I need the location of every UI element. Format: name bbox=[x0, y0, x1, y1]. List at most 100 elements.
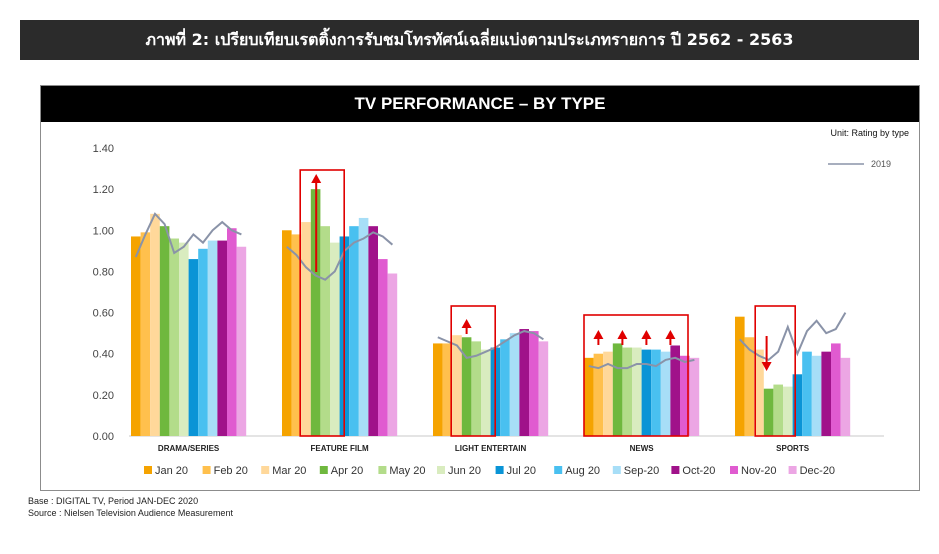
bar bbox=[481, 349, 491, 436]
bar bbox=[593, 353, 604, 436]
bar bbox=[291, 234, 302, 436]
highlight-box bbox=[450, 305, 497, 437]
legend-label: Jan 20 bbox=[155, 465, 188, 477]
bar bbox=[433, 343, 443, 436]
legend-label-2019: 2019 bbox=[871, 159, 891, 169]
bar bbox=[821, 351, 831, 436]
bar bbox=[140, 232, 151, 436]
bar bbox=[282, 230, 292, 436]
legend-swatch bbox=[202, 466, 211, 474]
bar bbox=[670, 345, 680, 436]
y-tick-label: 0.40 bbox=[93, 349, 114, 361]
bar bbox=[680, 355, 690, 436]
bar bbox=[349, 226, 359, 436]
trend-down-arrow-head bbox=[761, 362, 772, 371]
footer-source: Source : Nielsen Television Audience Mea… bbox=[28, 508, 233, 518]
y-tick-label: 1.40 bbox=[93, 143, 114, 155]
legend-label: Jun 20 bbox=[448, 465, 481, 477]
legend-label: May 20 bbox=[389, 465, 425, 477]
legend-label: Oct-20 bbox=[682, 465, 715, 477]
y-tick-label: 0.00 bbox=[93, 431, 114, 443]
bar bbox=[500, 339, 510, 436]
bar bbox=[330, 242, 340, 436]
y-tick-label: 0.20 bbox=[93, 390, 114, 402]
bar bbox=[169, 238, 179, 436]
bar bbox=[452, 335, 462, 436]
bar bbox=[227, 228, 237, 436]
highlight-box bbox=[299, 169, 346, 437]
legend-swatch bbox=[437, 466, 445, 474]
y-tick-label: 1.20 bbox=[93, 184, 114, 196]
y-tick-label: 0.80 bbox=[93, 266, 114, 278]
legend-swatch bbox=[261, 466, 270, 474]
category-label: DRAMA/SERIES bbox=[158, 444, 220, 453]
legend-label: Feb 20 bbox=[214, 465, 248, 477]
trend-up-arrow-head bbox=[617, 330, 628, 339]
chart: 0.00 0.20 0.40 0.60 0.80 1.00 1.20 1.40 Unit: Ra… bbox=[93, 128, 909, 477]
bar bbox=[831, 343, 841, 436]
bar bbox=[744, 337, 755, 436]
bar bbox=[236, 246, 247, 436]
bar bbox=[802, 351, 812, 436]
trend-up-arrow-head bbox=[593, 330, 604, 339]
bar bbox=[689, 357, 700, 436]
legend-swatch bbox=[671, 466, 680, 474]
trend-up-arrow-head bbox=[311, 174, 322, 183]
trend-up-arrow-head bbox=[461, 319, 472, 328]
bar bbox=[509, 333, 520, 436]
y-tick-label: 1.00 bbox=[93, 225, 114, 237]
legend-label: Dec-20 bbox=[800, 465, 835, 477]
legend-label: Apr 20 bbox=[331, 465, 363, 477]
legend-swatch bbox=[554, 466, 563, 474]
bar bbox=[159, 226, 170, 436]
bar bbox=[735, 316, 745, 436]
legend-swatch bbox=[319, 466, 328, 474]
banner-title: ภาพที่ 2: เปรียบเทียบเรตติ้งการรับชมโทรท… bbox=[20, 20, 919, 60]
bar bbox=[584, 357, 594, 436]
bar bbox=[783, 386, 793, 436]
series-line-2019 bbox=[588, 356, 695, 370]
category-label: NEWS bbox=[630, 444, 655, 453]
legend-label: Jul 20 bbox=[507, 465, 536, 477]
bar bbox=[368, 226, 378, 436]
bar bbox=[301, 222, 311, 436]
bar bbox=[442, 343, 453, 436]
legend-swatch bbox=[495, 466, 504, 474]
legend-swatch bbox=[788, 466, 797, 474]
bar bbox=[471, 341, 481, 436]
series-line-2019 bbox=[739, 312, 847, 362]
bar bbox=[529, 331, 539, 436]
bar bbox=[461, 337, 472, 436]
legend-swatch bbox=[612, 466, 621, 474]
legend-swatch bbox=[730, 466, 738, 474]
bar bbox=[217, 240, 227, 436]
bar bbox=[632, 347, 642, 436]
bar bbox=[207, 240, 218, 436]
bar bbox=[198, 248, 208, 436]
footer-base: Base : DIGITAL TV, Period JAN-DEC 2020 bbox=[28, 496, 199, 506]
bar bbox=[641, 349, 652, 436]
bar bbox=[179, 242, 189, 436]
legend-label: Aug 20 bbox=[565, 465, 600, 477]
y-tick-label: 0.60 bbox=[93, 308, 114, 320]
highlight-box bbox=[583, 314, 689, 437]
bar bbox=[378, 259, 388, 436]
unit-label: Unit: Rating by type bbox=[830, 128, 909, 138]
bar bbox=[811, 355, 822, 436]
chart-title: TV PERFORMANCE – BY TYPE bbox=[41, 86, 919, 122]
bar bbox=[603, 351, 613, 436]
legend-swatch bbox=[144, 466, 152, 474]
legend-label: Sep-20 bbox=[624, 465, 659, 477]
bar bbox=[358, 217, 369, 436]
bar bbox=[612, 343, 623, 436]
bar bbox=[651, 349, 661, 436]
category-label: LIGHT ENTERTAIN bbox=[455, 444, 527, 453]
series-line-2019 bbox=[437, 330, 544, 359]
bar bbox=[519, 329, 529, 436]
bar bbox=[840, 357, 851, 436]
bar bbox=[310, 189, 321, 436]
bar bbox=[792, 374, 803, 436]
legend-swatch bbox=[378, 466, 387, 474]
legend-label: Mar 20 bbox=[272, 465, 306, 477]
bar bbox=[387, 273, 398, 436]
